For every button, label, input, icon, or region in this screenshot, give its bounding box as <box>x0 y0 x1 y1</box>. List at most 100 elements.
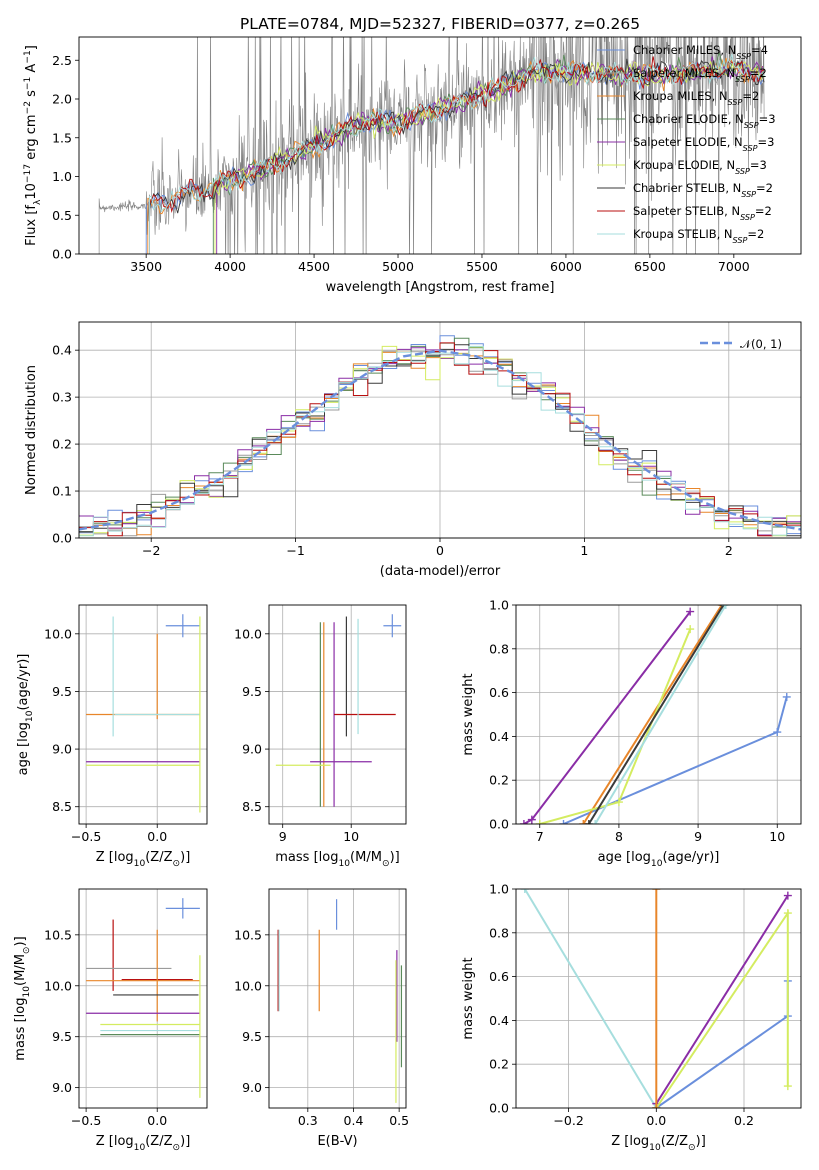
y-tick-label: 0.4 <box>489 729 509 744</box>
weight-line-kroupa-miles <box>582 605 723 824</box>
x-axis-label: Z [log10(Z/Z⊙)] <box>611 1134 706 1153</box>
x-axis-label: age [log10(age/yr)] <box>598 850 720 869</box>
y-tick-label: 2.5 <box>52 53 72 68</box>
y-tick-label: 10.5 <box>44 927 72 942</box>
legend-entry: Chabrier MILES, NSSP=4 <box>633 43 768 61</box>
x-axis-label: mass [log10(M/M⊙)] <box>275 850 399 869</box>
y-tick-label: 10.0 <box>234 626 262 641</box>
plot-area <box>275 614 402 807</box>
residual-axes: −2 −1 0 1 2 0.0 0.1 0.2 0.3 0.4 (data-model)/error… <box>24 321 802 579</box>
y-tick-label: 0.0 <box>52 531 72 546</box>
weight-marker <box>652 889 661 893</box>
y-tick-label: 8.5 <box>52 799 72 814</box>
weight-line-kroupa-elodie <box>539 628 692 824</box>
age-weight-axes: 7 8 9 10 0.0 0.2 0.4 0.6 0.8 1.0 age [log10(age/yr… <box>461 598 802 869</box>
weight-marker <box>783 909 792 918</box>
x-axis-label: (data-model)/error <box>380 564 501 579</box>
x-tick-label: −0.5 <box>71 1113 101 1128</box>
weight-marker <box>686 607 695 616</box>
y-tick-label: 1.0 <box>489 598 509 613</box>
histogram-kroupa-stelib <box>79 345 801 537</box>
axes-frame <box>268 604 407 825</box>
weight-marker <box>686 625 695 634</box>
y-tick-label: 9.5 <box>52 1029 72 1044</box>
weight-marker <box>721 605 730 609</box>
x-tick-label: 10 <box>343 829 359 844</box>
y-tick-label: 2.0 <box>52 92 72 107</box>
x-tick-label: 9 <box>694 829 702 844</box>
weight-line-kroupa-elodie <box>655 909 789 1108</box>
x-tick-label: 0.3 <box>298 1113 318 1128</box>
x-tick-label: 0.0 <box>147 829 167 844</box>
plot-area <box>86 898 201 1098</box>
x-tick-label: 5500 <box>466 259 498 274</box>
weight-marker <box>520 889 529 893</box>
z-mass-axes: −0.5 0.0 9.0 9.5 10.0 10.5 Z [log10(Z/Z⊙)] mass… <box>13 888 208 1153</box>
axes-frame <box>268 888 407 1109</box>
y-tick-label: 10.5 <box>234 927 262 942</box>
legend-entry: 𝒩(0, 1) <box>740 337 782 351</box>
weight-marker <box>559 820 568 824</box>
weight-marker <box>519 820 528 824</box>
x-tick-label: 0 <box>436 543 444 558</box>
y-tick-label: 0.6 <box>489 969 509 984</box>
model-kroupa-miles <box>147 57 763 254</box>
y-tick-label: 9.0 <box>52 1080 72 1095</box>
weight-line-chabrier-miles <box>563 696 788 824</box>
y-tick-label: 10.0 <box>234 978 262 993</box>
legend-entry: Kroupa STELIB, NSSP=2 <box>633 227 764 245</box>
z-age-axes: −0.5 0.0 8.5 9.0 9.5 10.0 Z [log10(Z/Z⊙)] age [… <box>16 604 208 869</box>
x-tick-label: 0.0 <box>147 1113 167 1128</box>
weight-marker <box>652 1104 661 1108</box>
x-tick-label: 5000 <box>382 259 414 274</box>
y-tick-label: 9.5 <box>52 684 72 699</box>
plot-area <box>519 605 791 824</box>
x-tick-label: 7000 <box>718 259 750 274</box>
y-tick-label: 10.0 <box>44 978 72 993</box>
x-tick-label: 6500 <box>634 259 666 274</box>
weight-marker <box>579 820 588 824</box>
x-tick-label: 2 <box>725 543 733 558</box>
x-tick-label: 8 <box>615 829 623 844</box>
plot-area <box>86 614 201 813</box>
y-tick-label: 0.0 <box>489 1101 509 1116</box>
y-axis-label: age [log10(age/yr)] <box>16 654 35 776</box>
x-tick-label: 0.0 <box>646 1113 666 1128</box>
weight-marker <box>535 820 544 824</box>
axes-frame <box>78 888 208 1109</box>
legend-entry: Chabrier STELIB, NSSP=2 <box>633 181 773 199</box>
y-tick-label: 0.4 <box>489 1013 509 1028</box>
weight-line-salpeter-elodie <box>655 895 789 1105</box>
x-tick-label: 3500 <box>130 259 162 274</box>
y-tick-label: 0.8 <box>489 925 509 940</box>
x-tick-label: −2 <box>142 543 160 558</box>
z-weight-axes: −0.2 0.0 0.2 0.0 0.2 0.4 0.6 0.8 1.0 Z [log10(Z/Z… <box>461 882 802 1153</box>
y-tick-label: 0.8 <box>489 641 509 656</box>
y-tick-label: 0.2 <box>52 437 72 452</box>
y-tick-label: 0.2 <box>489 1057 509 1072</box>
x-tick-label: 1 <box>580 543 588 558</box>
y-tick-label: 8.5 <box>242 799 262 814</box>
y-axis-label: Normed distribution <box>24 365 39 495</box>
axes-frame <box>515 888 802 1109</box>
x-tick-label: 0.5 <box>389 1113 409 1128</box>
y-tick-label: 10.0 <box>44 626 72 641</box>
weight-marker <box>527 815 536 824</box>
y-tick-label: 9.0 <box>242 742 262 757</box>
x-tick-label: 9 <box>279 829 287 844</box>
axes-frame <box>78 604 208 825</box>
legend: Chabrier MILES, NSSP=4 Salpeter MILES, NS… <box>597 43 776 245</box>
x-tick-label: 10 <box>769 829 785 844</box>
x-tick-label: 4500 <box>298 259 330 274</box>
y-tick-label: 0.4 <box>52 343 72 358</box>
mass-age-axes: 9 10 8.5 9.0 9.5 10.0 mass [log10(M/M⊙)] <box>234 604 407 869</box>
legend-entry: Kroupa MILES, NSSP=2 <box>633 89 759 107</box>
weight-marker <box>614 798 623 807</box>
weight-line-kroupa-stelib <box>523 889 658 1108</box>
model-kroupa-stelib <box>149 53 765 254</box>
x-axis-label: wavelength [Angstrom, rest frame] <box>326 280 555 295</box>
y-axis-label: Flux [fλ10−17 erg cm−2 s−1 A−1] <box>23 45 43 246</box>
weight-marker <box>782 692 791 701</box>
axes-frame <box>78 36 802 255</box>
weight-line-salpeter-elodie <box>523 610 691 824</box>
